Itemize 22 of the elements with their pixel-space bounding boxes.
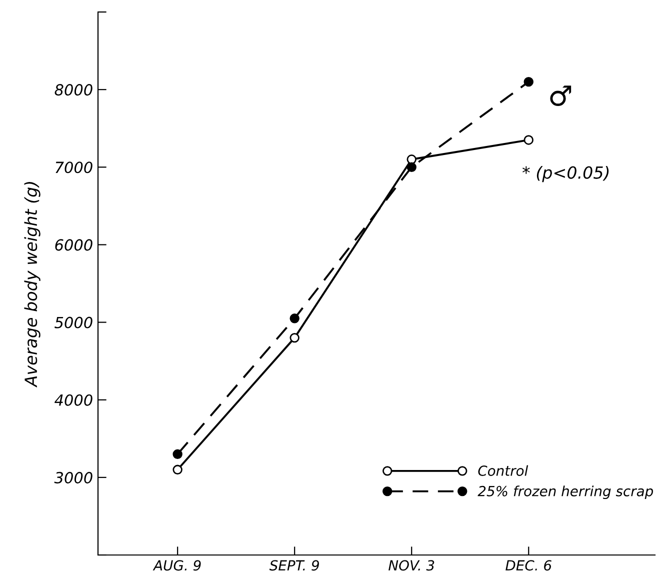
point	[524, 76, 534, 87]
annotation: ♂	[550, 86, 572, 106]
x-tick-label: SEPT. 9	[269, 560, 319, 571]
legend-label: 25% frozen herring scrap	[478, 486, 654, 500]
x-tick-label: NOV. 3	[388, 560, 434, 571]
point	[290, 314, 300, 324]
annotation: * (p<0.05)	[522, 166, 609, 182]
y-tick-label: 3000	[54, 472, 92, 484]
point	[406, 162, 416, 172]
point	[290, 332, 300, 343]
x-tick-label: AUG. 9	[152, 560, 201, 571]
point	[172, 464, 182, 475]
y-tick-label: 6000	[55, 239, 92, 251]
y-tick-label: 4000	[54, 394, 92, 406]
legend-label: Control	[478, 465, 528, 476]
y-tick-label: 7000	[56, 162, 92, 174]
y-tick-label: 5000	[54, 316, 92, 328]
y-tick-label: 8000	[54, 84, 92, 96]
point	[524, 135, 534, 145]
x-tick-label: DEC. 6	[506, 560, 552, 571]
point	[172, 449, 182, 460]
y-axis-title: Average body weight (g)	[24, 182, 40, 388]
